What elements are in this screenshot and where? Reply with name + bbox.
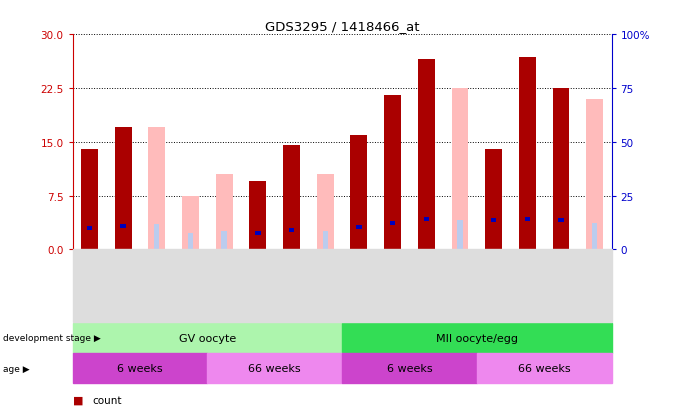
Bar	[384, 96, 401, 250]
Bar	[491, 219, 496, 223]
Bar	[418, 60, 435, 250]
Bar	[289, 228, 294, 233]
Bar	[356, 225, 361, 229]
Bar	[120, 224, 126, 228]
Bar	[283, 146, 300, 250]
Text: GV oocyte: GV oocyte	[179, 333, 236, 343]
Text: count: count	[92, 395, 122, 405]
Text: 66 weeks: 66 weeks	[248, 363, 301, 373]
Bar	[553, 89, 569, 250]
Bar	[207, 354, 342, 383]
Bar	[323, 232, 328, 250]
Bar	[457, 221, 463, 250]
Bar	[424, 218, 429, 222]
Bar	[249, 182, 266, 250]
Bar	[154, 224, 160, 250]
Text: age ▶: age ▶	[3, 364, 30, 373]
Bar	[451, 89, 468, 250]
Bar	[342, 354, 477, 383]
Text: 66 weeks: 66 weeks	[518, 363, 571, 373]
Bar	[255, 231, 261, 235]
Bar	[216, 175, 233, 250]
Bar	[350, 135, 368, 250]
Text: development stage ▶: development stage ▶	[3, 333, 100, 342]
Bar	[342, 323, 612, 353]
Bar	[73, 354, 207, 383]
Bar	[558, 219, 564, 223]
Bar	[592, 223, 598, 250]
Bar	[188, 234, 193, 250]
Bar	[519, 58, 536, 250]
Bar	[73, 323, 342, 353]
Bar	[221, 232, 227, 250]
Text: MII oocyte/egg: MII oocyte/egg	[436, 333, 518, 343]
Bar	[524, 218, 530, 222]
Bar	[316, 175, 334, 250]
Bar	[86, 226, 92, 230]
Text: ■: ■	[73, 395, 83, 405]
Title: GDS3295 / 1418466_at: GDS3295 / 1418466_at	[265, 19, 419, 33]
Bar	[149, 128, 165, 250]
Text: 6 weeks: 6 weeks	[117, 363, 163, 373]
Bar	[115, 128, 131, 250]
Bar	[477, 354, 612, 383]
Bar	[81, 150, 98, 250]
Bar	[390, 221, 395, 225]
Bar	[586, 100, 603, 250]
Text: 6 weeks: 6 weeks	[386, 363, 433, 373]
Bar	[182, 196, 199, 250]
Bar	[485, 150, 502, 250]
